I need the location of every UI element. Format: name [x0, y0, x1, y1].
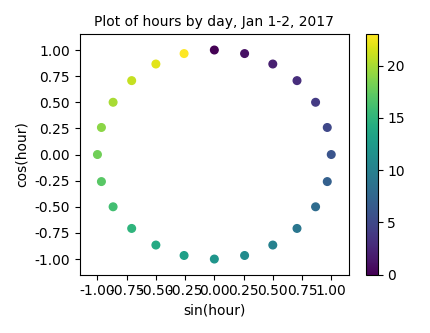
Point: [152, 242, 159, 248]
Point: [128, 226, 135, 231]
Title: Plot of hours by day, Jan 1-2, 2017: Plot of hours by day, Jan 1-2, 2017: [94, 15, 334, 29]
Point: [269, 242, 276, 248]
Point: [293, 226, 300, 231]
Point: [109, 100, 116, 105]
Y-axis label: cos(hour): cos(hour): [15, 122, 29, 187]
Point: [152, 61, 159, 67]
Point: [180, 253, 187, 258]
Point: [109, 204, 116, 209]
Point: [323, 125, 330, 130]
Point: [210, 256, 217, 262]
Point: [128, 78, 135, 83]
Point: [98, 179, 104, 184]
Point: [94, 152, 101, 157]
Point: [327, 152, 334, 157]
Point: [98, 125, 104, 130]
Point: [311, 204, 318, 209]
Point: [180, 51, 187, 56]
Point: [293, 78, 300, 83]
Point: [210, 47, 217, 53]
Point: [269, 61, 276, 67]
Point: [311, 100, 318, 105]
X-axis label: sin(hour): sin(hour): [183, 304, 245, 318]
Point: [241, 51, 248, 56]
Point: [241, 253, 248, 258]
Point: [323, 179, 330, 184]
